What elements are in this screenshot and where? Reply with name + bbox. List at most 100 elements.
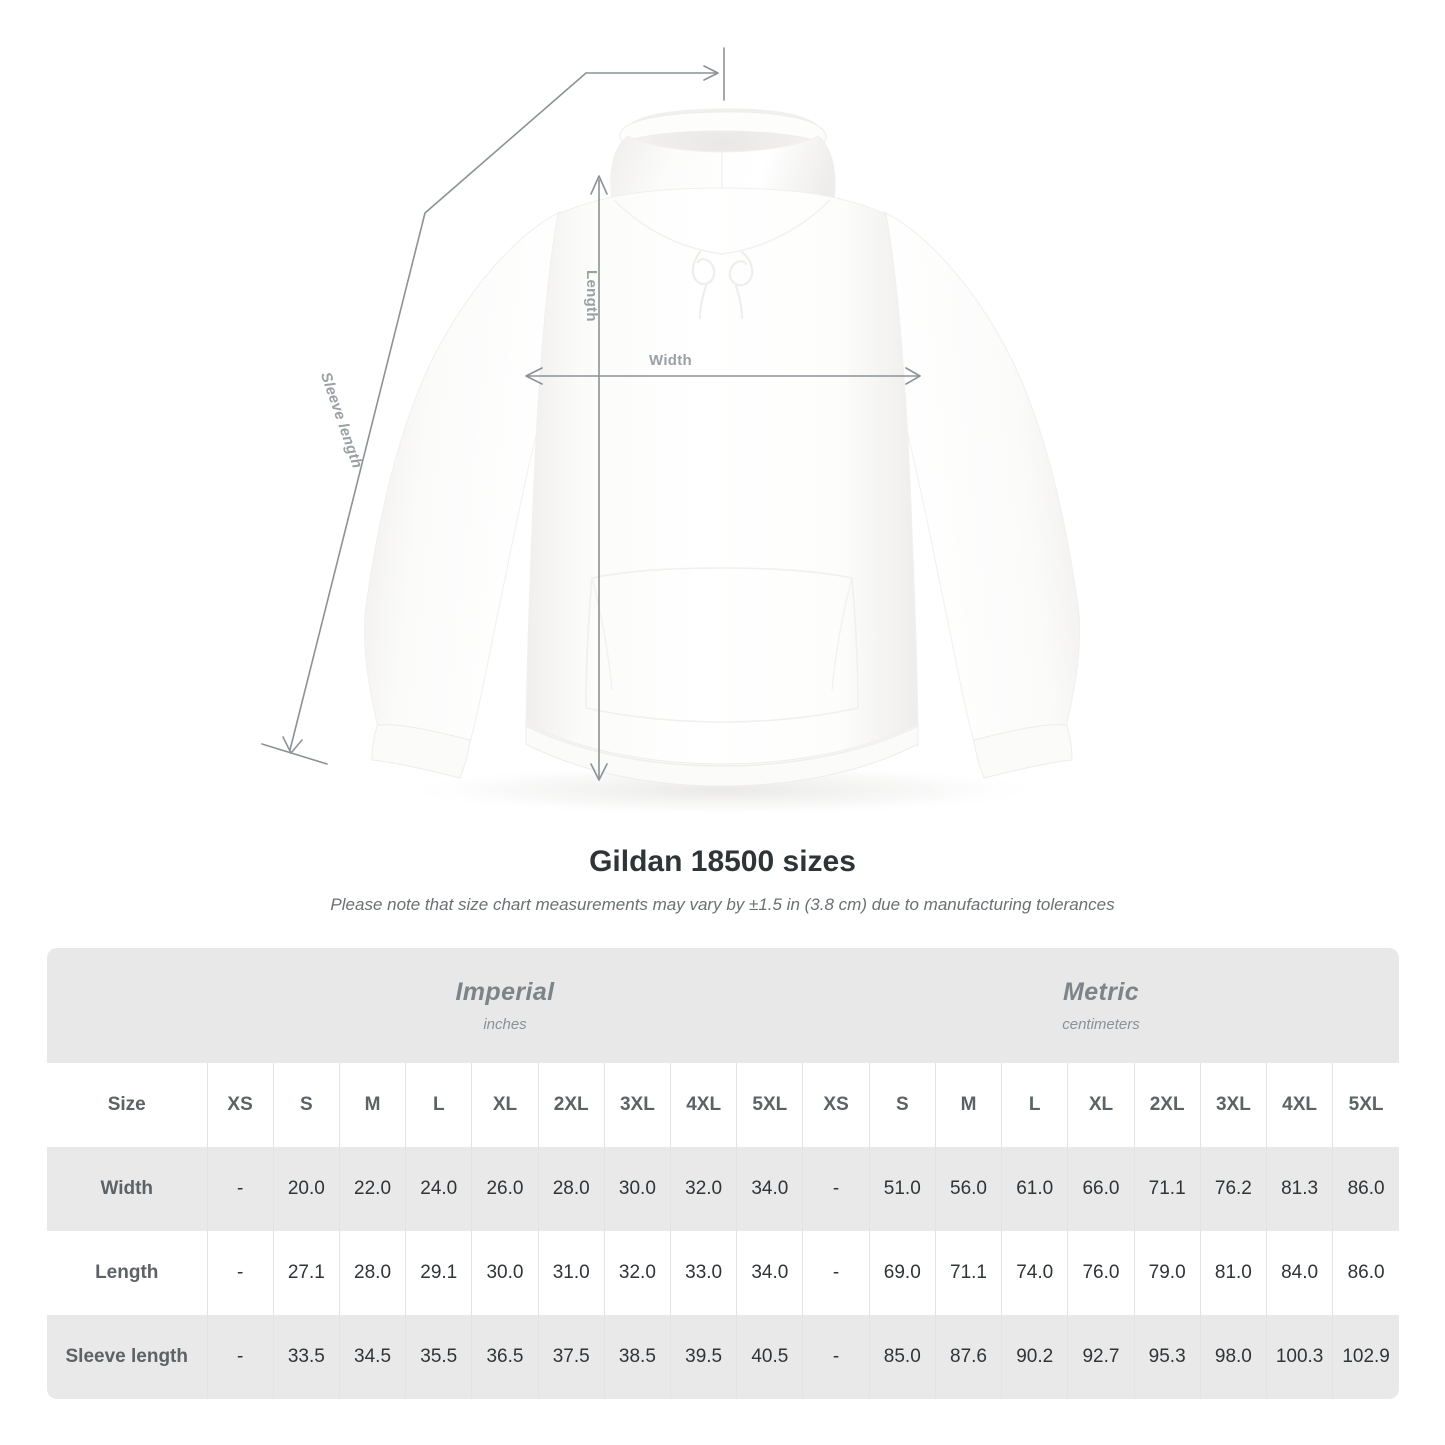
hem-band	[525, 723, 919, 787]
cell-imperial: 32.0	[670, 1147, 737, 1231]
cell-metric: 98.0	[1199, 1315, 1267, 1399]
cell-metric: 100.3	[1265, 1315, 1333, 1399]
unit-metric-sub: centimeters	[1062, 1016, 1140, 1033]
cell-imperial: 24.0	[405, 1147, 472, 1231]
size-header-imperial: M	[338, 1063, 406, 1147]
unit-imperial-name: Imperial	[455, 978, 555, 1006]
cell-metric: 90.2	[1001, 1315, 1068, 1399]
cell-imperial: 28.0	[537, 1147, 605, 1231]
cell-metric: 84.0	[1265, 1231, 1333, 1315]
table-row: Width -20.0 22.0 24.0 26.0 28.0 30.0 32.0 34.0-5…	[47, 1147, 1399, 1231]
table-row: Sleeve length -33.5 34.5 35.5 36.5 37.5 38.5 39…	[47, 1315, 1399, 1399]
cell-imperial: 38.5	[603, 1315, 671, 1399]
size-header-metric: S	[868, 1063, 936, 1147]
unit-imperial: Imperial inches	[207, 948, 803, 1063]
cell-metric: 81.0	[1199, 1231, 1267, 1315]
hoodie-illustration	[261, 47, 1081, 816]
cell-imperial: 30.0	[603, 1147, 671, 1231]
length-label: Length	[583, 270, 600, 322]
size-header-imperial: S	[272, 1063, 340, 1147]
cell-metric: 86.0	[1332, 1231, 1399, 1315]
cell-imperial: -	[206, 1315, 274, 1399]
table-row: Length -27.1 28.0 29.1 30.0 31.0 32.0 33.0 34.0-…	[47, 1231, 1399, 1315]
right-cuff	[973, 724, 1073, 779]
width-label: Width	[649, 352, 693, 369]
cell-metric: 51.0	[868, 1147, 936, 1231]
cell-metric: -	[802, 1147, 870, 1231]
left-cuff	[371, 724, 471, 779]
garment-shadow	[392, 764, 1052, 816]
unit-metric: Metric centimeters	[803, 948, 1399, 1063]
cell-metric: 86.0	[1332, 1147, 1399, 1231]
page-title: Gildan 18500 sizes	[589, 845, 856, 878]
unit-header-panel: Imperial inches Metric centimeters	[47, 948, 1399, 1063]
width-line	[525, 367, 921, 385]
cell-imperial: 32.0	[603, 1231, 671, 1315]
cell-imperial: 31.0	[537, 1231, 605, 1315]
cell-metric: 74.0	[1001, 1231, 1068, 1315]
size-header-imperial: 5XL	[736, 1063, 803, 1147]
cell-imperial: 27.1	[272, 1231, 340, 1315]
garment-diagram: Length Width Sleeve length	[261, 47, 1081, 816]
cell-metric: 71.1	[1133, 1147, 1201, 1231]
measurement-lines	[261, 47, 921, 781]
cell-imperial: 30.0	[471, 1231, 539, 1315]
size-header-imperial: XS	[206, 1063, 274, 1147]
size-header-metric: L	[1001, 1063, 1068, 1147]
cell-imperial: 22.0	[338, 1147, 406, 1231]
size-table-wrapper: Imperial inches Metric centimeters Size X…	[47, 948, 1399, 1399]
unit-metric-name: Metric	[1062, 978, 1140, 1006]
size-header-metric: 4XL	[1265, 1063, 1333, 1147]
cell-imperial: 36.5	[471, 1315, 539, 1399]
size-header-metric: 3XL	[1199, 1063, 1267, 1147]
cell-imperial: 40.5	[736, 1315, 803, 1399]
size-header-metric: 2XL	[1133, 1063, 1201, 1147]
cell-metric: 76.0	[1067, 1231, 1135, 1315]
cell-imperial: 37.5	[537, 1315, 605, 1399]
size-header-metric: XS	[802, 1063, 870, 1147]
cell-metric: -	[802, 1231, 870, 1315]
cell-metric: 76.2	[1199, 1147, 1267, 1231]
cell-imperial: 35.5	[405, 1315, 472, 1399]
size-header-imperial: 2XL	[537, 1063, 605, 1147]
cell-metric: 56.0	[934, 1147, 1002, 1231]
cell-imperial: 26.0	[471, 1147, 539, 1231]
cell-metric: 95.3	[1133, 1315, 1201, 1399]
cell-metric: 79.0	[1133, 1231, 1201, 1315]
row-label: Length	[47, 1231, 207, 1315]
cell-imperial: 20.0	[272, 1147, 340, 1231]
drawstring	[691, 250, 754, 320]
sleeve-length-line	[261, 47, 725, 765]
size-header-metric: 5XL	[1332, 1063, 1399, 1147]
cell-metric: 66.0	[1067, 1147, 1135, 1231]
cell-imperial: 34.5	[338, 1315, 406, 1399]
cell-metric: 102.9	[1332, 1315, 1399, 1399]
kangaroo-pocket	[585, 567, 859, 723]
row-label: Sleeve length	[47, 1315, 207, 1399]
cell-imperial: 29.1	[405, 1231, 472, 1315]
cell-metric: 61.0	[1001, 1147, 1068, 1231]
cell-imperial: 28.0	[338, 1231, 406, 1315]
cell-imperial: -	[206, 1147, 274, 1231]
cell-imperial: 34.0	[736, 1147, 803, 1231]
size-header-metric: M	[934, 1063, 1002, 1147]
unit-header-spacer	[47, 948, 207, 1063]
size-table: Size XS S M L XL 2XL 3XL 4XL 5XL XS S M L XL 2XL 3XL 4XL 5…	[47, 1063, 1399, 1399]
cell-metric: 69.0	[868, 1231, 936, 1315]
cell-metric: 81.3	[1265, 1147, 1333, 1231]
size-header-metric: XL	[1067, 1063, 1135, 1147]
left-sleeve	[363, 211, 561, 779]
cell-imperial: 34.0	[736, 1231, 803, 1315]
size-header-imperial: 3XL	[603, 1063, 671, 1147]
table-row-size-header: Size XS S M L XL 2XL 3XL 4XL 5XL XS S M L XL 2XL 3XL 4XL 5…	[47, 1063, 1399, 1147]
cell-metric: 87.6	[934, 1315, 1002, 1399]
cell-imperial: 33.0	[670, 1231, 737, 1315]
size-header-imperial: 4XL	[670, 1063, 737, 1147]
right-sleeve	[883, 211, 1081, 779]
cell-metric: -	[802, 1315, 870, 1399]
cell-imperial: 33.5	[272, 1315, 340, 1399]
page-subtitle: Please note that size chart measurements…	[330, 895, 1115, 914]
row-label: Size	[47, 1063, 207, 1147]
row-label: Width	[47, 1147, 207, 1231]
